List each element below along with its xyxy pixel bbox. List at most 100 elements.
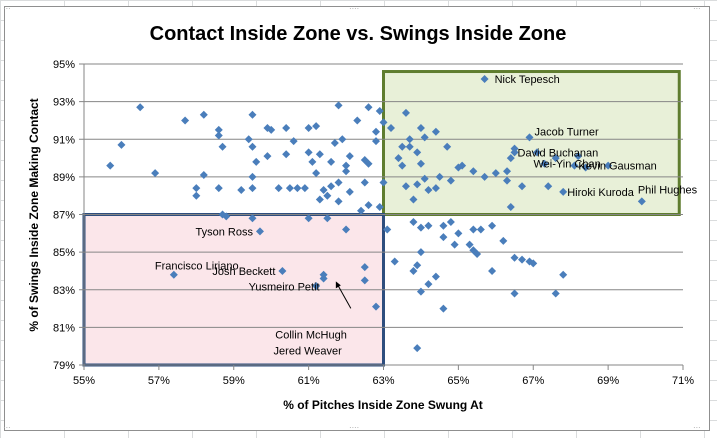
data-point (214, 184, 223, 193)
data-point (637, 197, 646, 206)
data-point (252, 157, 261, 166)
selection-handle-top-right[interactable]: ∙∙∙ (693, 3, 701, 13)
data-point (409, 195, 418, 204)
data-point (293, 184, 302, 193)
data-point (267, 125, 276, 134)
data-point (345, 187, 354, 196)
data-point (559, 270, 568, 279)
data-point (499, 236, 508, 245)
data-point (439, 233, 448, 242)
data-point (454, 163, 463, 172)
data-point (413, 180, 422, 189)
data-point (248, 184, 257, 193)
data-points (106, 75, 646, 353)
data-point (304, 148, 313, 157)
data-point (379, 178, 388, 187)
data-point (488, 266, 497, 275)
data-point (581, 163, 590, 172)
point-label: Hiroki Kuroda (567, 187, 635, 199)
data-point (312, 122, 321, 131)
data-point (476, 225, 485, 234)
data-point (405, 142, 414, 151)
data-point (510, 148, 519, 157)
data-point (308, 157, 317, 166)
data-point (342, 225, 351, 234)
y-tick-label: 87% (53, 210, 75, 222)
data-point (192, 191, 201, 200)
selection-handle-top-left[interactable]: ∙∙∙ (3, 3, 11, 13)
data-point (248, 110, 257, 119)
y-tick-label: 93% (53, 97, 75, 109)
selection-handle-bottom-right[interactable]: ∙∙∙ (693, 422, 701, 432)
data-point (559, 187, 568, 196)
data-point (214, 131, 223, 140)
data-point (386, 123, 395, 132)
selection-handle-top-center[interactable]: ∙∙∙∙ (349, 3, 360, 13)
data-point (469, 225, 478, 234)
y-tick-label: 89% (53, 172, 75, 184)
data-point (285, 184, 294, 193)
data-point (342, 161, 351, 170)
data-point (334, 197, 343, 206)
data-point (510, 289, 519, 298)
data-point (416, 287, 425, 296)
data-point (151, 169, 160, 178)
data-point (398, 161, 407, 170)
data-point (357, 206, 366, 215)
x-tick-label: 55% (73, 375, 95, 387)
data-point (480, 75, 489, 84)
data-point (338, 135, 347, 144)
data-point (394, 154, 403, 163)
data-point (529, 259, 538, 268)
data-point (431, 272, 440, 281)
data-point (439, 304, 448, 313)
data-point (169, 270, 178, 279)
x-tick-label: 63% (372, 375, 394, 387)
point-label: Jered Weaver (274, 345, 343, 357)
data-point (424, 186, 433, 195)
data-point (413, 344, 422, 353)
data-point (424, 280, 433, 289)
selection-handle-bottom-center[interactable]: ∙∙∙∙ (349, 422, 360, 432)
data-point (443, 142, 452, 151)
data-point (510, 253, 519, 262)
data-point (379, 118, 388, 127)
data-point (375, 202, 384, 211)
data-point (413, 261, 422, 270)
data-point (263, 152, 272, 161)
annotation-arrow (336, 283, 352, 309)
data-point (248, 214, 257, 223)
y-tick-label: 85% (53, 247, 75, 259)
data-point (431, 184, 440, 193)
data-point (574, 152, 583, 161)
data-point (323, 214, 332, 223)
data-point (480, 172, 489, 181)
selection-handle-bottom-left[interactable]: ∙∙∙ (3, 422, 11, 432)
y-axis-title: % of Swings Inside Zone Making Contact (27, 98, 41, 331)
data-point (401, 108, 410, 117)
point-label: Tyson Ross (195, 226, 253, 238)
data-point (383, 225, 392, 234)
data-point (551, 289, 560, 298)
data-point (431, 127, 440, 136)
data-point (106, 161, 115, 170)
data-point (360, 276, 369, 285)
data-point (199, 110, 208, 119)
data-point (315, 150, 324, 159)
data-point (330, 139, 339, 148)
y-tick-label: 81% (53, 322, 75, 334)
data-point (435, 172, 444, 181)
data-point (416, 123, 425, 132)
chart-title: Contact Inside Zone vs. Swings Inside Zo… (150, 23, 567, 45)
point-label: Phil Hughes (638, 184, 698, 196)
data-point (304, 214, 313, 223)
data-point (424, 221, 433, 230)
data-point (214, 125, 223, 134)
data-point (446, 176, 455, 185)
data-point (506, 154, 515, 163)
data-point (244, 135, 253, 144)
data-point (518, 255, 527, 264)
data-point (274, 184, 283, 193)
data-point (413, 148, 422, 157)
data-point (315, 195, 324, 204)
